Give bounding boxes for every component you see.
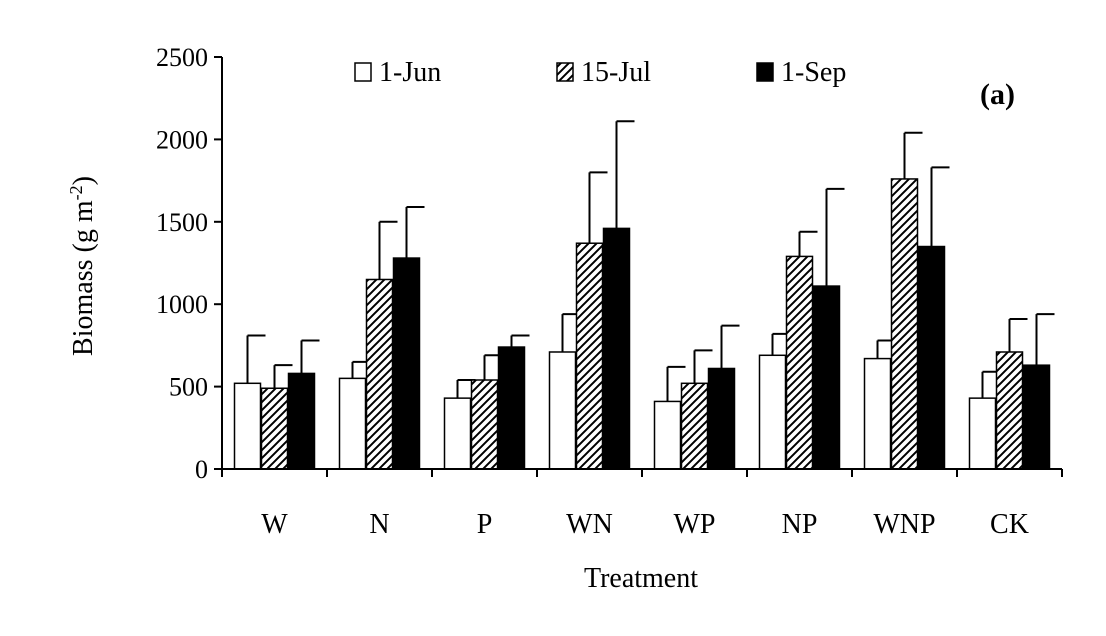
x-tick-label-np: NP [782, 509, 818, 540]
bar-wp-1-jun [653, 400, 682, 470]
y-tick-label: 0 [195, 455, 208, 484]
legend-label-15-jul: 15-Jul [581, 57, 651, 88]
bar-wp-1-sep [707, 367, 736, 470]
bar-n-15-jul [365, 278, 394, 470]
bar-n-1-jun [338, 377, 367, 470]
y-axis-title-close: ) [68, 176, 99, 185]
x-tick-label-wn: WN [566, 509, 613, 540]
legend-swatch-15-jul [556, 62, 574, 82]
bar-wn-1-sep [602, 227, 631, 470]
bar-wp-15-jul [680, 382, 709, 470]
panel-label: (a) [980, 78, 1015, 111]
bar-p-1-jun [443, 397, 472, 470]
bars-layer [233, 120, 1055, 470]
bar-ck-1-sep [1022, 364, 1051, 470]
bar-n-1-sep [392, 257, 421, 470]
bar-ck-1-jun [968, 397, 997, 470]
y-axis-title-main: Biomass (g m [68, 200, 99, 356]
bar-wnp-1-jun [863, 357, 892, 470]
legend-label-1-jun: 1-Jun [379, 57, 441, 88]
y-tick-label: 500 [169, 373, 208, 402]
x-tick-label-wp: WP [674, 509, 716, 540]
x-tick-label-w: W [261, 509, 288, 540]
bar-np-1-jun [758, 354, 787, 470]
legend: 1-Jun 15-Jul 1-Sep [354, 57, 846, 88]
x-tick-label-n: N [369, 509, 389, 540]
y-tick-label: 1500 [156, 208, 208, 237]
y-tick-label: 1000 [156, 290, 208, 319]
y-axis-title: Biomass (g m-2) [66, 176, 99, 356]
bar-wnp-1-sep [917, 245, 946, 470]
bar-wn-1-jun [548, 351, 577, 470]
x-axis-title: Treatment [584, 563, 698, 594]
bar-p-1-sep [497, 346, 526, 470]
bar-w-1-sep [287, 372, 316, 470]
legend-label-1-sep: 1-Sep [781, 57, 846, 88]
bar-ck-15-jul [995, 351, 1024, 470]
y-tick-label: 2500 [156, 43, 208, 72]
bar-p-15-jul [470, 379, 499, 470]
x-tick-label-wnp: WNP [873, 509, 935, 540]
bar-wnp-15-jul [890, 178, 919, 470]
legend-swatch-1-jun [354, 62, 372, 82]
y-axis-title-superscript: -2 [66, 185, 86, 200]
bar-np-15-jul [785, 255, 814, 470]
y-tick-label: 2000 [156, 125, 208, 154]
bar-w-15-jul [260, 387, 289, 470]
bar-np-1-sep [812, 285, 841, 470]
x-tick-label-ck: CK [990, 509, 1029, 540]
bar-w-1-jun [233, 382, 262, 470]
bar-wn-15-jul [575, 242, 604, 470]
x-tick-label-p: P [477, 509, 493, 540]
legend-swatch-1-sep [756, 62, 774, 82]
